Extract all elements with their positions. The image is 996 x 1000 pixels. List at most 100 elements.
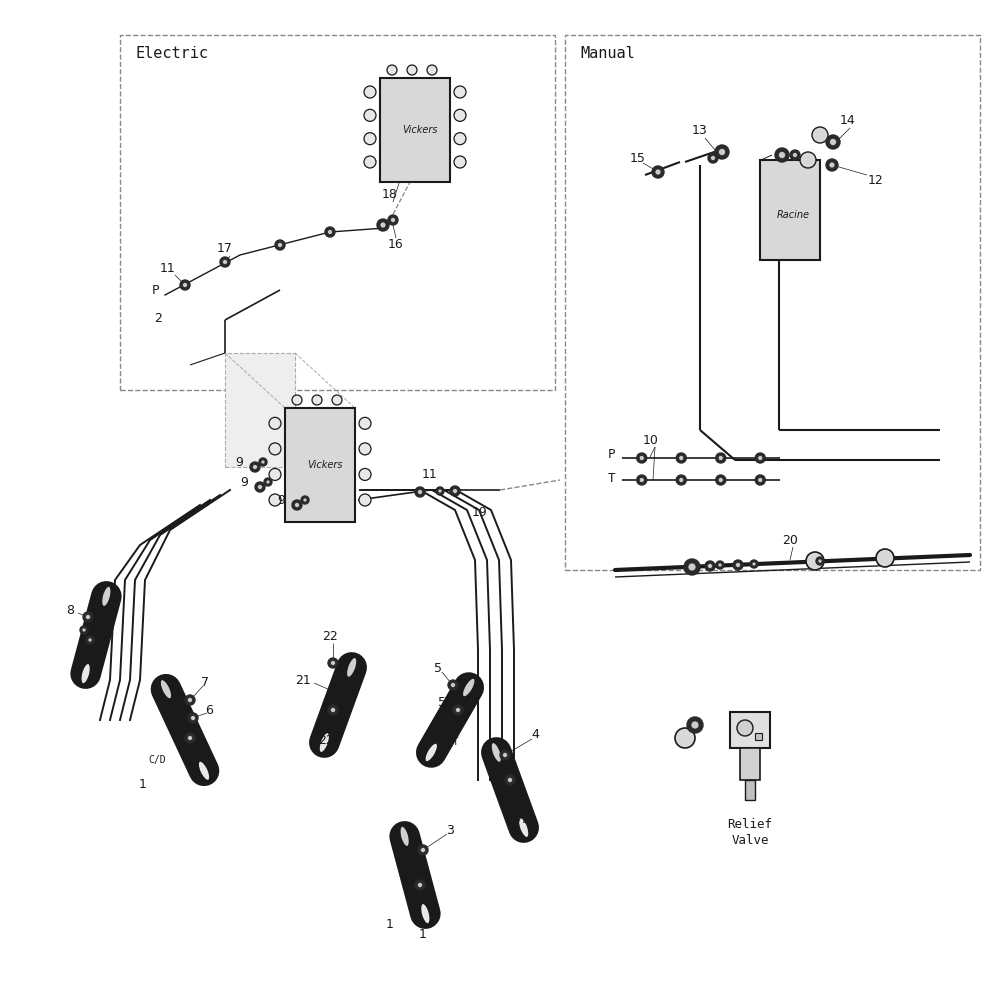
Circle shape (454, 86, 466, 98)
Circle shape (636, 453, 646, 463)
Circle shape (752, 562, 756, 566)
Text: 14: 14 (840, 113, 856, 126)
Circle shape (303, 498, 307, 502)
Text: C/D: C/D (148, 755, 165, 765)
Bar (380, 78, 450, 182)
Circle shape (269, 468, 281, 480)
Circle shape (687, 717, 703, 733)
Text: 8: 8 (66, 603, 74, 616)
Polygon shape (401, 826, 428, 924)
Circle shape (387, 65, 397, 75)
Text: P: P (608, 448, 616, 462)
Circle shape (450, 682, 455, 688)
Circle shape (364, 133, 376, 145)
Bar (745, 780, 755, 800)
Circle shape (182, 282, 187, 288)
Text: Valve: Valve (731, 834, 769, 846)
Circle shape (691, 721, 699, 729)
Text: Racine: Racine (777, 210, 810, 220)
Text: 5: 5 (434, 662, 442, 674)
Ellipse shape (399, 826, 409, 847)
Text: 9: 9 (235, 456, 243, 468)
Circle shape (82, 628, 86, 632)
Circle shape (737, 720, 753, 736)
Circle shape (359, 443, 371, 455)
Circle shape (417, 882, 422, 888)
Text: P: P (152, 284, 159, 296)
Text: 15: 15 (630, 151, 646, 164)
Circle shape (278, 242, 283, 247)
Circle shape (790, 150, 800, 160)
Text: 11: 11 (422, 468, 438, 482)
Circle shape (453, 705, 463, 715)
Circle shape (818, 559, 822, 563)
Text: Manual: Manual (580, 45, 634, 60)
Circle shape (716, 453, 726, 463)
Circle shape (716, 561, 724, 569)
Circle shape (876, 549, 894, 567)
Bar (120, 35, 555, 390)
Text: 21: 21 (295, 674, 311, 686)
Circle shape (684, 559, 700, 575)
Circle shape (735, 562, 740, 568)
Circle shape (292, 395, 302, 405)
Circle shape (503, 752, 508, 758)
Text: C/D: C/D (511, 815, 529, 825)
Circle shape (390, 218, 395, 223)
Text: PKD: PKD (330, 720, 347, 730)
Circle shape (253, 464, 258, 470)
Circle shape (750, 560, 758, 568)
Circle shape (180, 280, 190, 290)
Text: 22: 22 (318, 734, 334, 746)
Text: 6: 6 (205, 704, 213, 716)
Text: Relief: Relief (727, 818, 773, 832)
Circle shape (427, 65, 437, 75)
Circle shape (710, 155, 715, 160)
Circle shape (415, 487, 425, 497)
Circle shape (812, 127, 828, 143)
Text: Vickers: Vickers (402, 125, 438, 135)
Ellipse shape (159, 679, 172, 699)
Text: 1: 1 (386, 918, 394, 932)
Circle shape (331, 660, 336, 666)
Ellipse shape (198, 761, 210, 781)
Circle shape (793, 152, 798, 157)
Text: 9: 9 (240, 476, 248, 488)
Circle shape (448, 680, 458, 690)
Circle shape (269, 417, 281, 429)
Circle shape (187, 698, 192, 702)
Circle shape (826, 159, 838, 171)
Circle shape (636, 475, 646, 485)
Circle shape (292, 500, 302, 510)
Circle shape (377, 219, 389, 231)
Circle shape (364, 109, 376, 121)
Circle shape (508, 778, 513, 782)
Circle shape (452, 488, 457, 493)
Circle shape (264, 478, 272, 486)
Ellipse shape (346, 657, 358, 678)
Circle shape (676, 453, 686, 463)
Circle shape (500, 750, 510, 760)
Bar (285, 408, 355, 522)
Circle shape (454, 133, 466, 145)
Circle shape (715, 145, 729, 159)
Circle shape (328, 230, 333, 234)
Ellipse shape (319, 732, 330, 753)
Circle shape (275, 240, 285, 250)
Text: 18: 18 (382, 188, 398, 202)
Text: 1: 1 (419, 928, 427, 942)
Circle shape (328, 658, 338, 668)
Circle shape (359, 417, 371, 429)
Circle shape (86, 614, 91, 619)
Circle shape (88, 638, 92, 642)
Circle shape (655, 169, 661, 175)
Circle shape (190, 716, 195, 720)
Text: 9: 9 (277, 493, 285, 506)
Text: 12: 12 (868, 174, 883, 186)
Circle shape (301, 496, 309, 504)
Circle shape (220, 257, 230, 267)
Circle shape (806, 552, 824, 570)
Circle shape (255, 482, 265, 492)
Circle shape (418, 845, 428, 855)
Ellipse shape (81, 663, 91, 684)
